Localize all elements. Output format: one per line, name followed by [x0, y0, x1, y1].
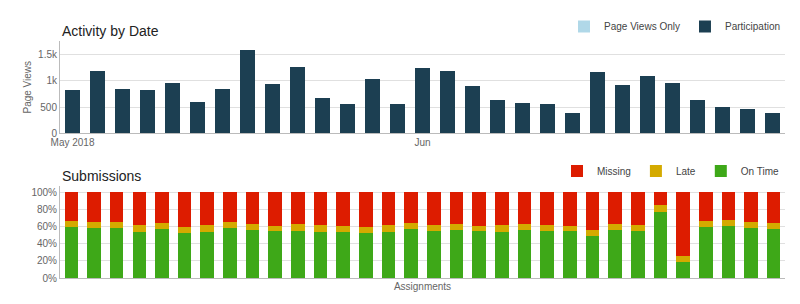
- svg-text:Participation: Participation: [725, 21, 780, 32]
- svg-text:May 2018: May 2018: [51, 137, 95, 148]
- svg-text:Page Views: Page Views: [22, 61, 33, 114]
- svg-text:Activity by Date: Activity by Date: [62, 23, 159, 39]
- svg-text:Jun: Jun: [414, 137, 430, 148]
- svg-text:Assignments: Assignments: [394, 281, 451, 292]
- svg-text:100%: 100%: [31, 187, 57, 198]
- svg-text:Missing: Missing: [597, 166, 631, 177]
- svg-text:1.5k: 1.5k: [38, 49, 58, 60]
- svg-text:80%: 80%: [37, 204, 57, 215]
- svg-text:1k: 1k: [46, 75, 58, 86]
- svg-text:Page Views Only: Page Views Only: [604, 21, 680, 32]
- svg-text:500: 500: [40, 102, 57, 113]
- svg-text:On Time: On Time: [741, 166, 779, 177]
- svg-text:60%: 60%: [37, 221, 57, 232]
- svg-text:Late: Late: [676, 166, 696, 177]
- svg-text:20%: 20%: [37, 255, 57, 266]
- svg-text:0%: 0%: [43, 273, 58, 284]
- svg-text:40%: 40%: [37, 238, 57, 249]
- svg-text:Submissions: Submissions: [62, 168, 141, 184]
- svg-text:0: 0: [51, 128, 57, 139]
